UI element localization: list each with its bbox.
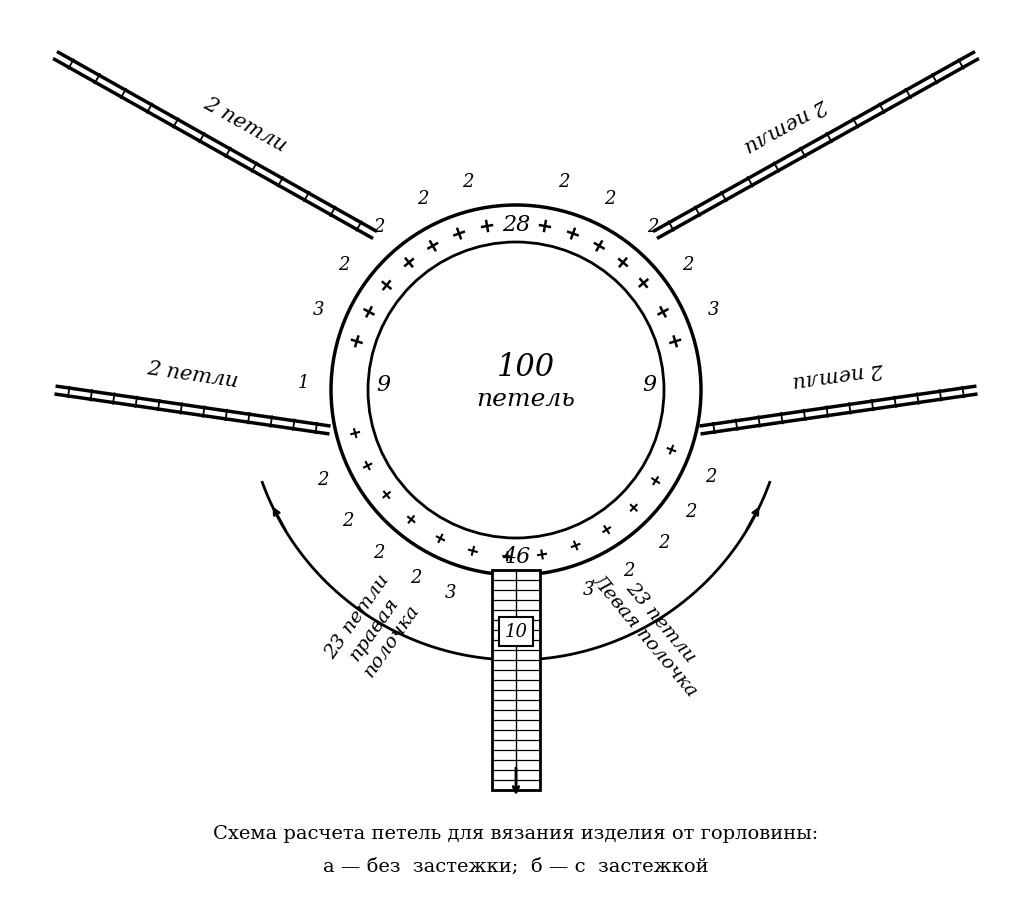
Text: 3: 3: [445, 584, 456, 602]
Text: 2: 2: [374, 218, 385, 235]
Text: 2: 2: [682, 255, 695, 274]
Text: 2 петли: 2 петли: [200, 95, 290, 155]
Text: 10: 10: [505, 623, 527, 641]
Text: 2: 2: [462, 174, 474, 192]
Text: 2: 2: [417, 190, 428, 207]
Text: 23 петли
правая
полочка: 23 петли правая полочка: [322, 572, 427, 686]
Text: 100: 100: [497, 353, 555, 384]
Text: 2: 2: [374, 544, 385, 562]
Text: а — без  застежки;  б — с  застежкой: а — без застежки; б — с застежкой: [323, 858, 709, 876]
Text: 2 петли: 2 петли: [741, 95, 831, 155]
Bar: [492, 570, 540, 790]
Text: 2 петли: 2 петли: [146, 359, 239, 391]
Text: 3: 3: [313, 301, 324, 319]
Text: петель: петель: [477, 388, 576, 412]
Text: 9: 9: [376, 374, 390, 396]
Text: Схема расчета петель для вязания изделия от горловины:: Схема расчета петель для вязания изделия…: [214, 825, 818, 843]
Text: 2: 2: [684, 504, 697, 521]
Text: 3: 3: [583, 581, 594, 599]
Text: 1: 1: [297, 374, 309, 392]
Text: 2 петли: 2 петли: [792, 359, 885, 391]
Text: 2: 2: [343, 512, 354, 530]
Text: 23 петли
Левая полочка: 23 петли Левая полочка: [588, 558, 717, 701]
Text: 2: 2: [411, 569, 422, 587]
Text: 2: 2: [337, 255, 350, 274]
Text: 2: 2: [604, 190, 615, 207]
Text: 9: 9: [642, 374, 656, 396]
Text: 46: 46: [502, 546, 530, 568]
Text: 2: 2: [647, 218, 658, 235]
Text: 2: 2: [623, 562, 635, 580]
Text: 28: 28: [502, 214, 530, 236]
Text: 2: 2: [317, 471, 329, 489]
Text: 2: 2: [558, 174, 570, 192]
Text: 2: 2: [705, 467, 716, 485]
Text: 3: 3: [708, 301, 719, 319]
Text: 2: 2: [658, 534, 670, 553]
